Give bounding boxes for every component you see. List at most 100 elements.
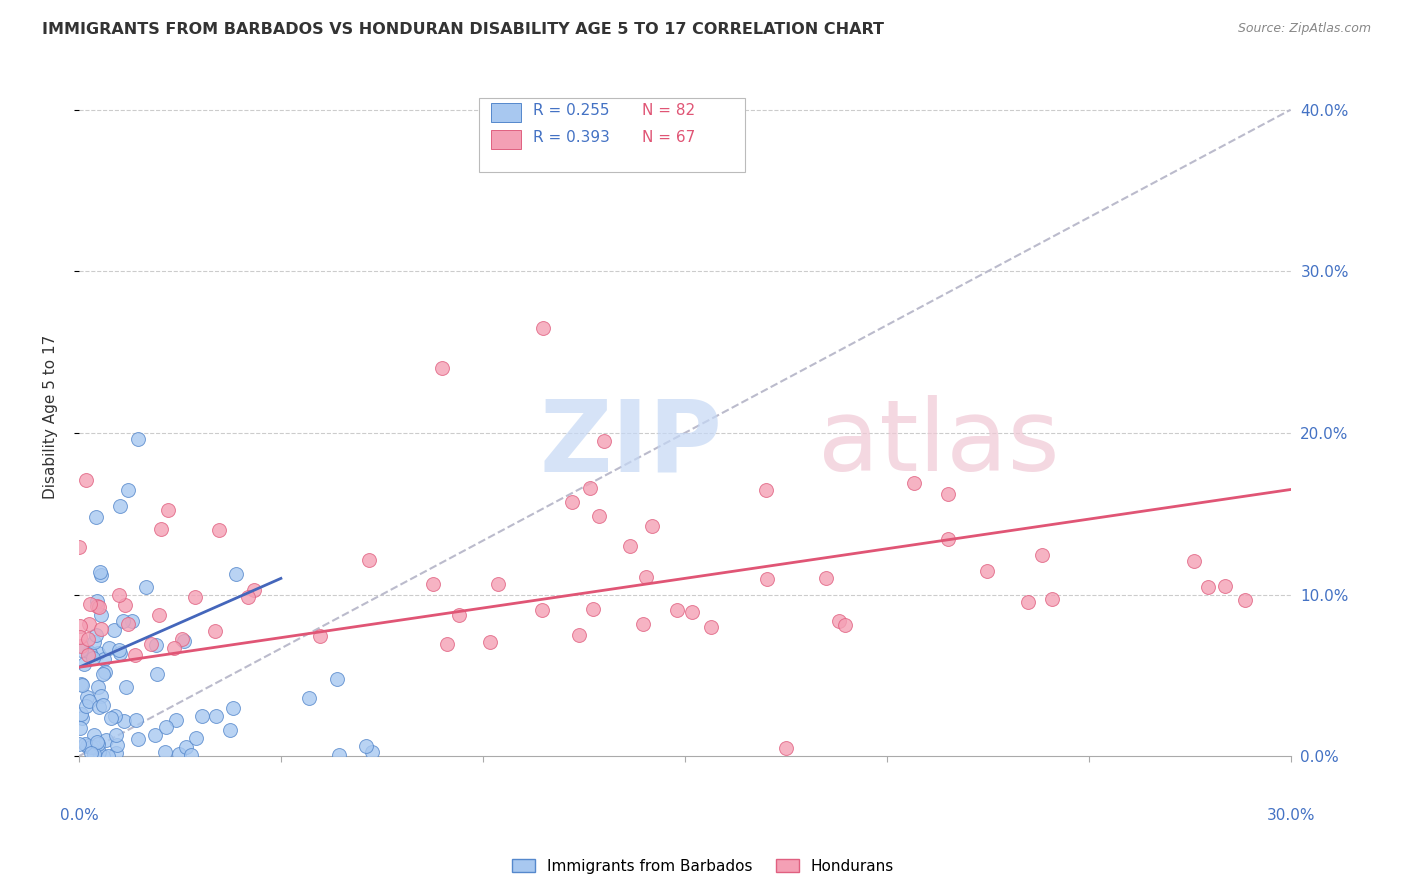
Point bbox=[87, 680, 110, 694]
Point bbox=[127, 433, 149, 447]
Point bbox=[903, 476, 925, 491]
Point bbox=[69, 619, 91, 633]
Text: IMMIGRANTS FROM BARBADOS VS HONDURAN DISABILITY AGE 5 TO 17 CORRELATION CHART: IMMIGRANTS FROM BARBADOS VS HONDURAN DIS… bbox=[42, 22, 884, 37]
Point bbox=[93, 665, 115, 679]
Point bbox=[156, 502, 179, 516]
Point bbox=[108, 646, 131, 660]
Point bbox=[83, 740, 105, 755]
Point bbox=[225, 566, 247, 581]
Bar bbox=[491, 129, 522, 149]
Point bbox=[70, 639, 93, 653]
Text: N = 82: N = 82 bbox=[643, 103, 696, 118]
Point bbox=[77, 648, 100, 662]
Point bbox=[814, 571, 837, 585]
Point bbox=[83, 635, 105, 649]
Point bbox=[165, 713, 187, 727]
Point bbox=[155, 720, 177, 734]
Point bbox=[104, 747, 127, 761]
Point bbox=[79, 597, 101, 611]
Point bbox=[91, 667, 114, 681]
Point bbox=[1215, 579, 1237, 593]
Point bbox=[76, 739, 98, 753]
Point bbox=[530, 603, 553, 617]
Point bbox=[125, 713, 148, 727]
Point bbox=[79, 694, 101, 708]
Point bbox=[86, 599, 108, 613]
Point bbox=[103, 624, 125, 638]
Point bbox=[89, 566, 111, 580]
Point bbox=[478, 635, 501, 649]
Point bbox=[86, 735, 108, 749]
Point bbox=[170, 632, 193, 646]
Point bbox=[117, 483, 139, 497]
Point bbox=[80, 746, 103, 760]
Point bbox=[83, 747, 105, 761]
Point bbox=[309, 629, 332, 643]
Point bbox=[76, 690, 98, 704]
Point bbox=[105, 728, 128, 742]
Point bbox=[75, 737, 97, 751]
Point bbox=[93, 652, 115, 666]
Point bbox=[205, 709, 228, 723]
Point bbox=[90, 689, 112, 703]
Point bbox=[163, 640, 186, 655]
Bar bbox=[479, 98, 745, 172]
Point bbox=[108, 588, 131, 602]
Point bbox=[828, 614, 851, 628]
Point bbox=[191, 709, 214, 723]
Point bbox=[76, 632, 98, 647]
Point bbox=[155, 745, 177, 759]
Point bbox=[117, 616, 139, 631]
Point bbox=[124, 648, 146, 662]
Point bbox=[1182, 554, 1205, 568]
Point bbox=[67, 540, 90, 554]
Point bbox=[936, 532, 959, 546]
Point bbox=[75, 474, 97, 488]
Point bbox=[69, 721, 91, 735]
Point bbox=[665, 603, 688, 617]
Point bbox=[91, 748, 114, 763]
Point bbox=[169, 747, 191, 761]
Text: ZIP: ZIP bbox=[540, 395, 723, 492]
Point bbox=[176, 739, 198, 754]
Point bbox=[96, 732, 118, 747]
Point bbox=[755, 572, 778, 586]
Point bbox=[422, 577, 444, 591]
Point bbox=[79, 646, 101, 660]
Point bbox=[631, 616, 654, 631]
Point bbox=[641, 519, 664, 533]
Point bbox=[681, 605, 703, 619]
Point bbox=[208, 523, 231, 537]
Point bbox=[700, 620, 723, 634]
Point bbox=[593, 434, 616, 448]
Point bbox=[754, 483, 776, 497]
Point bbox=[1233, 593, 1256, 607]
Point bbox=[1040, 592, 1063, 607]
Point bbox=[84, 628, 107, 642]
Point bbox=[219, 723, 242, 738]
Point bbox=[108, 642, 131, 657]
Point bbox=[107, 738, 129, 752]
Text: 30.0%: 30.0% bbox=[1267, 808, 1315, 822]
Point bbox=[77, 645, 100, 659]
Point bbox=[112, 714, 135, 728]
Point bbox=[80, 739, 103, 754]
Point bbox=[186, 731, 208, 746]
Point bbox=[568, 628, 591, 642]
Point bbox=[97, 748, 120, 763]
Point bbox=[775, 741, 797, 756]
Point bbox=[204, 624, 226, 638]
Point bbox=[243, 583, 266, 598]
Point bbox=[184, 590, 207, 604]
Point bbox=[298, 691, 321, 706]
Point bbox=[121, 615, 143, 629]
Point bbox=[115, 680, 138, 694]
Point bbox=[149, 522, 172, 536]
Text: R = 0.255: R = 0.255 bbox=[533, 103, 610, 118]
Point bbox=[173, 634, 195, 648]
Point bbox=[145, 667, 167, 681]
Point bbox=[89, 600, 111, 615]
Point bbox=[1017, 595, 1039, 609]
Point bbox=[69, 631, 91, 645]
Text: Source: ZipAtlas.com: Source: ZipAtlas.com bbox=[1237, 22, 1371, 36]
